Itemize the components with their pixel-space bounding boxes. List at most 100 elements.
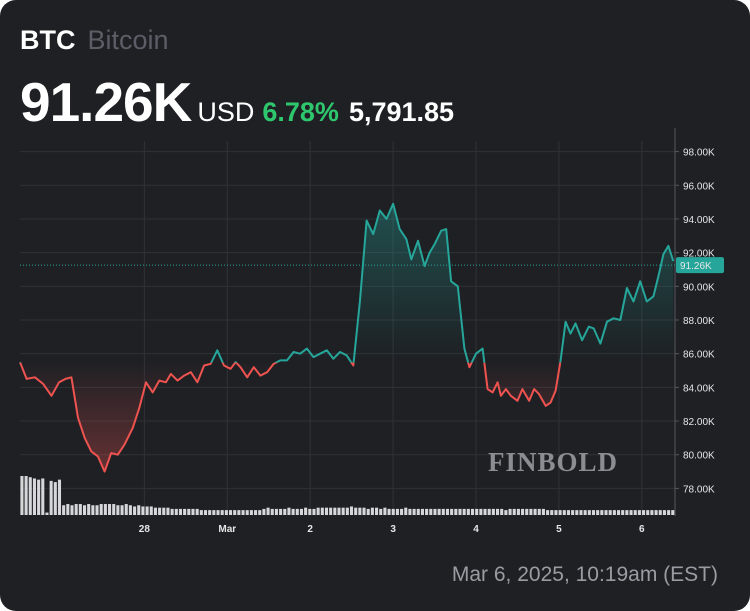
volume-bar [400,508,404,515]
volume-bar [187,508,191,515]
volume-bar [28,477,32,515]
volume-bar [429,508,433,515]
volume-bar [562,510,566,515]
volume-bar [433,508,437,515]
currency-label: USD [197,97,255,127]
volume-bar [99,504,103,515]
volume-bar [600,510,604,515]
volume-bar [316,507,320,515]
volume-bar [558,510,562,515]
volume-bar [20,476,24,515]
volume-bar [667,510,671,515]
volume-bar [654,510,658,515]
y-tick-label: 98.00K [683,148,715,159]
volume-bar [258,510,262,515]
volume-bar [496,508,500,515]
volume-bar [287,507,291,515]
volume-bar [500,508,504,515]
volume-bar [596,510,600,515]
volume-bar [91,505,95,515]
volume-bar [608,510,612,515]
volume-bar [533,508,537,515]
change-absolute: 5,791.85 [348,97,455,127]
volume-bar [483,508,487,515]
volume-bar [166,507,170,515]
volume-bar [228,510,233,515]
volume-bar [458,508,462,515]
volume-bar [212,510,216,515]
volume-bar [537,508,541,515]
volume-bar [383,507,387,515]
x-tick-label: 3 [390,524,396,535]
volume-bar [404,507,408,515]
volume-bar [145,506,149,515]
last-price-badge [676,257,724,274]
volume-bar [308,508,312,515]
price-row: 91.26K USD 6.78% 5,791.85 [20,70,454,134]
y-tick-label: 94.00K [683,215,715,226]
volume-bar [199,510,203,515]
volume-bar [103,504,107,515]
volume-bar [408,508,412,515]
volume-bar [178,508,183,515]
volume-bar [650,510,654,515]
volume-bar [441,508,445,515]
volume-bar [49,480,53,515]
volume-bar [304,507,308,515]
y-tick-label: 84.00K [683,383,715,394]
y-tick-label: 96.00K [683,181,715,192]
volume-bar [233,510,237,515]
volume-bar [32,478,36,515]
x-tick-label: Mar [218,524,236,535]
volume-bar [124,504,128,515]
volume-bar [591,510,596,515]
x-tick-label: 4 [473,524,479,535]
volume-bar [349,506,354,515]
volume-bar [137,505,141,515]
volume-bar [541,508,545,515]
volume-bar [95,505,99,515]
volume-bar [487,508,491,515]
volume-bar [295,508,299,515]
volume-bar [333,507,337,515]
volume-bar [158,507,162,515]
y-axis: 78.00K 80.00K 82.00K 84.00K 86.00K 88.00K 90.0… [674,128,715,516]
volume-bar [579,510,583,515]
volume-bar [587,510,591,515]
volume-bar [112,504,116,515]
volume-bar [133,506,137,515]
volume-bar [191,508,195,515]
volume-bar [245,510,249,515]
volume-bar [437,508,441,515]
volume-bar [241,510,245,515]
volume-bar [504,510,508,515]
volume-bar [220,510,224,515]
volume-bar [420,508,424,515]
price-area-up [20,203,674,363]
volume-bar [633,510,637,515]
volume-bar [141,506,145,515]
volume-bar [78,504,82,515]
volume-bar [162,507,166,515]
x-tick-label: 28 [139,524,151,535]
volume-bar [174,508,178,515]
volume-bar [546,510,550,515]
volume-bar [379,508,383,515]
finbold-watermark: FINBOLD [488,447,618,477]
volume-bar [525,508,529,515]
volume-bar [521,508,525,515]
volume-bar [70,505,74,515]
volume-bar [358,507,362,515]
asset-name: Bitcoin [87,25,169,55]
volume-bar [516,508,520,515]
volume-bar [571,510,575,515]
last-price-marker: 91.26K [20,257,724,274]
volume-bar [337,507,341,515]
volume-bar [508,508,512,515]
volume-bar [412,508,416,515]
y-tick-label: 90.00K [683,282,715,293]
volume-bar [637,510,641,515]
volume-bar [470,508,475,515]
